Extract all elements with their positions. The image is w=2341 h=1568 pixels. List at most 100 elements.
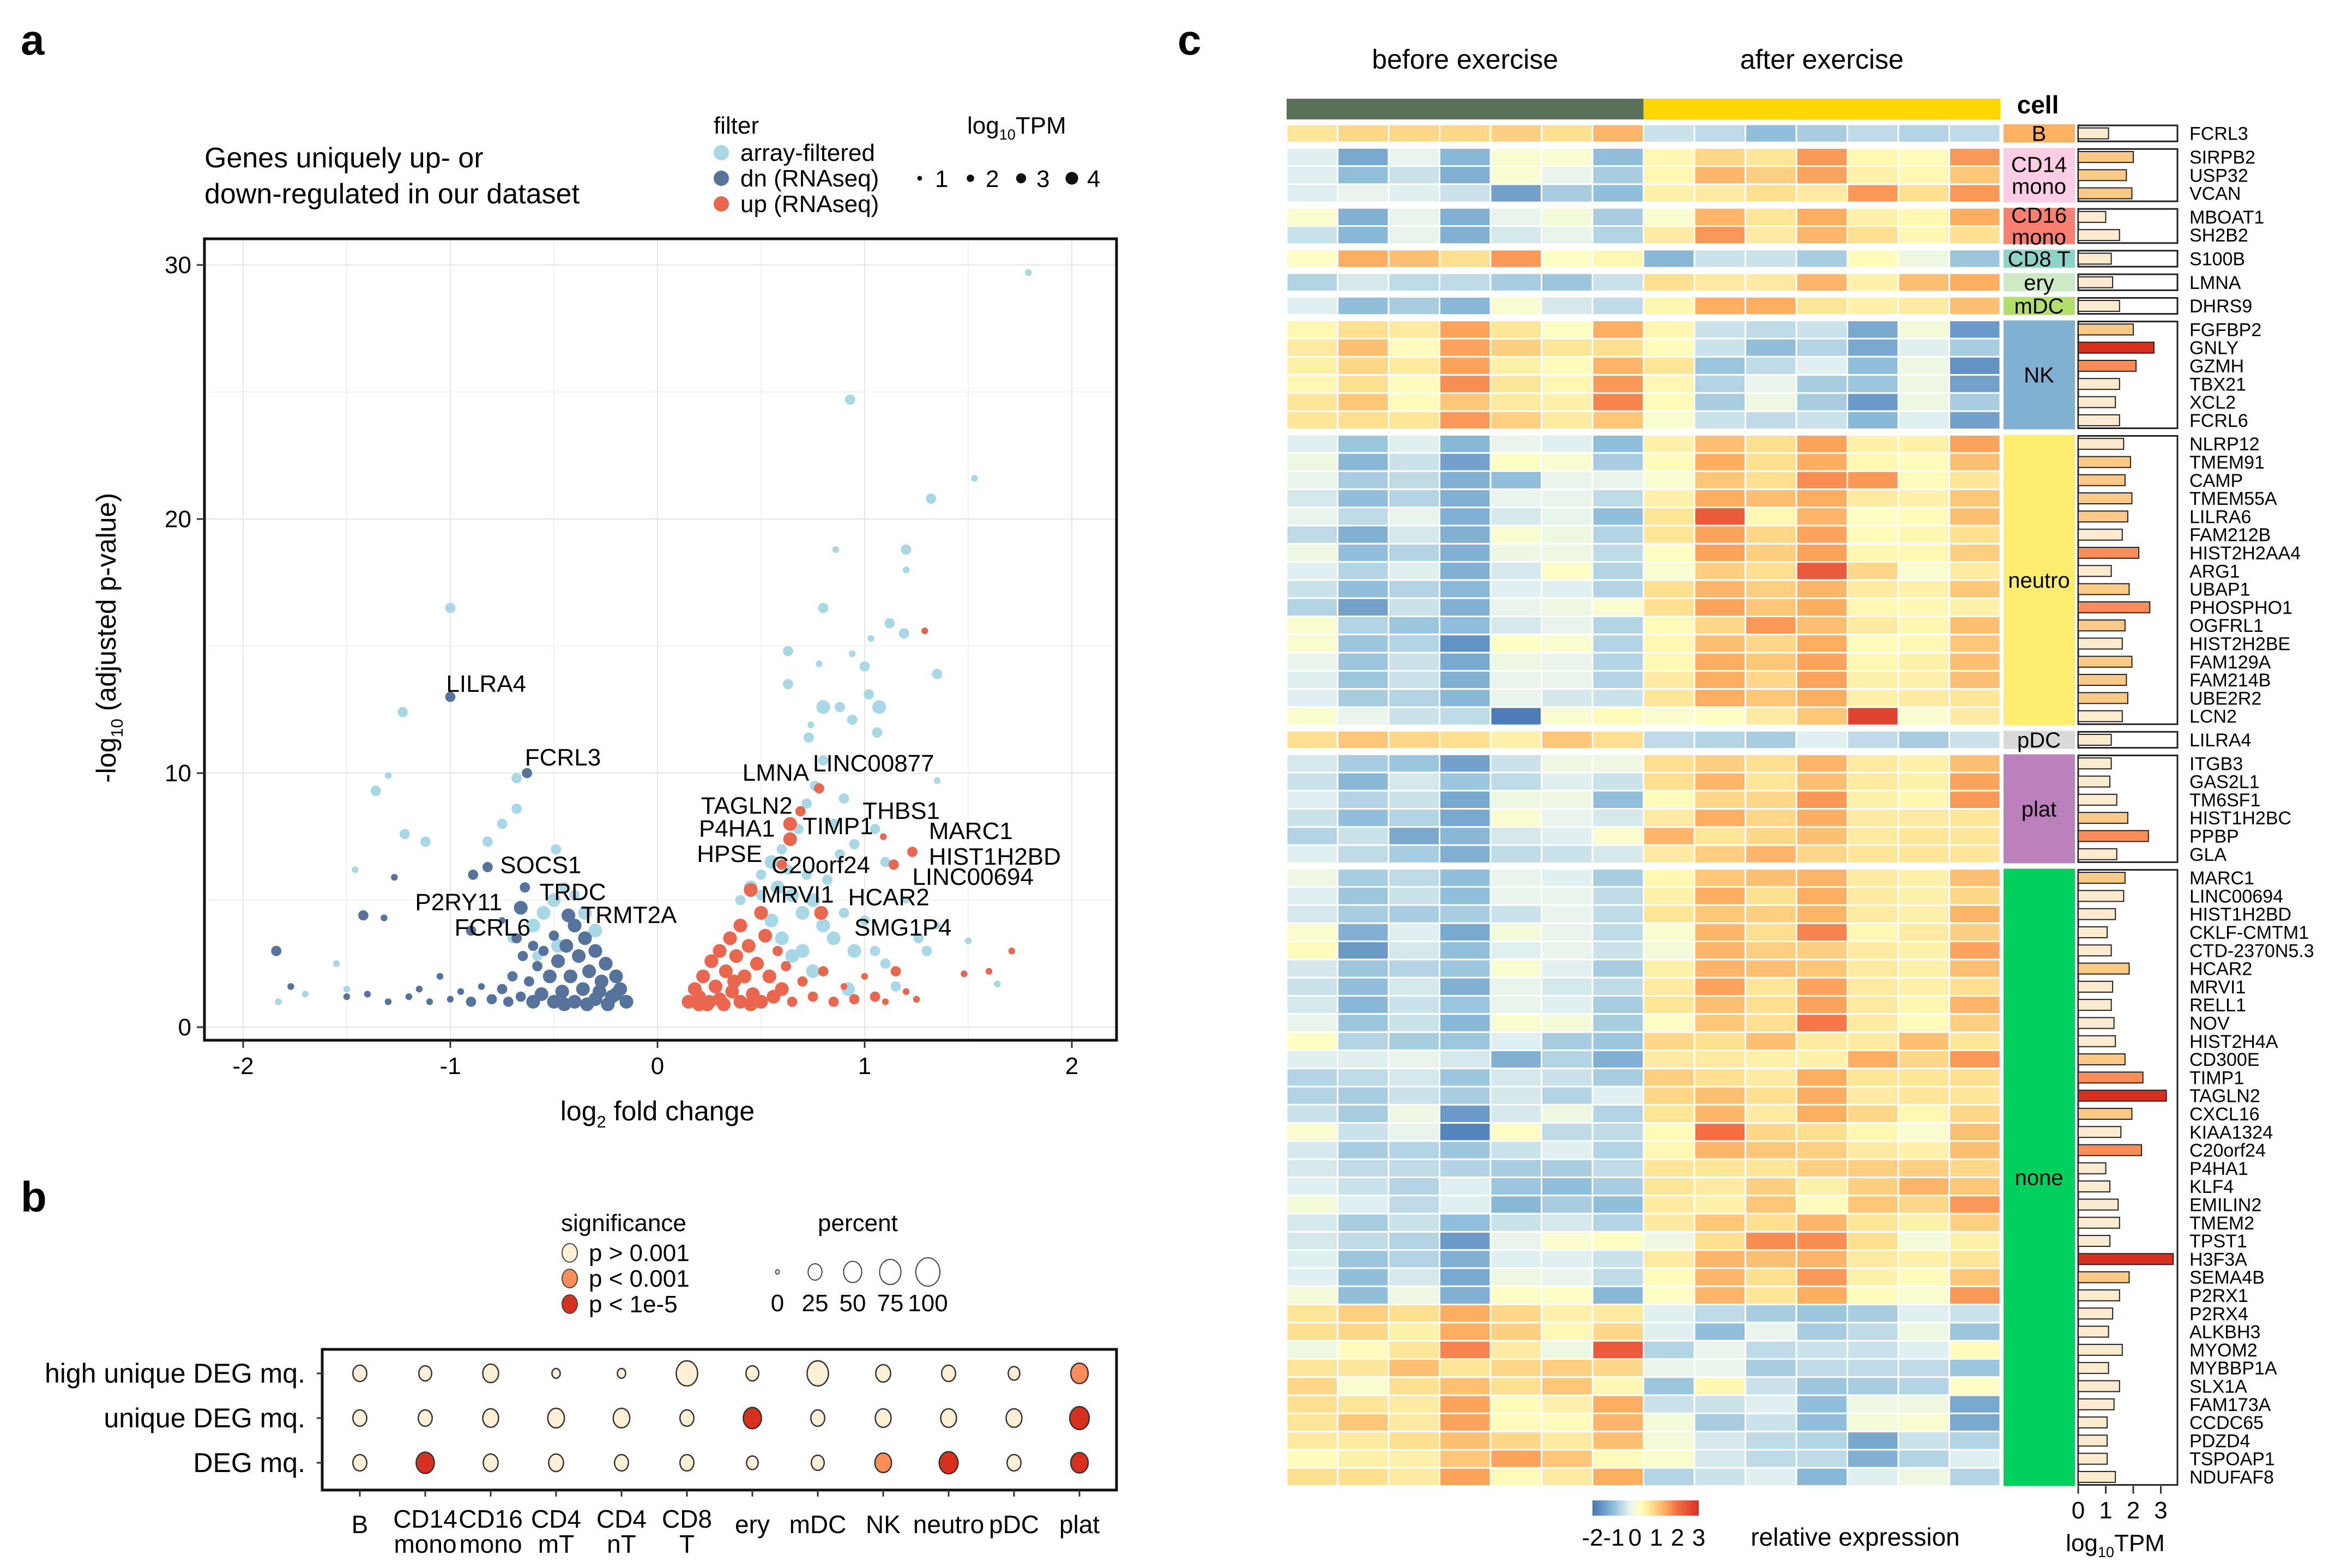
heatmap-cell <box>1286 1213 1338 1233</box>
heatmap-cell <box>1541 1449 1594 1469</box>
tpm-axis-label-sub: 10 <box>2098 1544 2114 1560</box>
heatmap-cell <box>1337 183 1390 203</box>
point-array-filtered <box>343 985 351 993</box>
heatmap-cell <box>1286 634 1338 654</box>
heatmap-cell <box>1643 1449 1696 1469</box>
dot <box>352 1364 367 1383</box>
heatmap-cell <box>1439 1085 1492 1106</box>
heatmap-cell <box>1591 1412 1644 1433</box>
heatmap-cell <box>1693 958 1746 979</box>
heatmap-cell <box>1541 272 1594 292</box>
heatmap-cell <box>1286 1467 1338 1487</box>
heatmap-cell <box>1541 1177 1594 1197</box>
heatmap-cell <box>1541 147 1594 167</box>
heatmap-cell <box>1948 826 2001 846</box>
gene-label: GNLY <box>2189 338 2239 359</box>
colorbar <box>1592 1500 1699 1516</box>
legend-swatch <box>714 196 729 212</box>
point-array-filtered <box>301 991 309 998</box>
point-up-rnaseq- <box>807 991 818 1002</box>
heatmap-cell <box>1847 1195 1899 1215</box>
heatmap-cell <box>1643 579 1696 599</box>
heatmap-cell <box>1591 753 1644 774</box>
tpm-bar <box>2078 252 2112 265</box>
legend-percent-circle <box>879 1258 902 1286</box>
dot <box>806 1360 829 1387</box>
point-up-rnaseq- <box>814 906 828 920</box>
heatmap-cell <box>1745 1158 1797 1178</box>
heatmap-cell <box>1387 688 1440 708</box>
heatmap-cell <box>1745 753 1797 774</box>
point-array-filtered <box>971 475 978 482</box>
point-array-filtered <box>569 890 580 901</box>
heatmap-cell <box>1337 808 1390 828</box>
heatmap-cell <box>1847 1467 1899 1487</box>
heatmap-cell <box>1643 542 1696 563</box>
heatmap-cell <box>1591 374 1644 394</box>
heatmap-cell <box>1591 1467 1644 1487</box>
point-up-rnaseq- <box>750 956 764 971</box>
tpm-bar <box>2078 1416 2108 1429</box>
point-dn-rnaseq- <box>559 939 574 953</box>
heatmap-cell <box>1745 1013 1797 1033</box>
heatmap-cell <box>1439 524 1492 545</box>
heatmap-cell <box>1847 319 1899 340</box>
heatmap-cell <box>1745 1449 1797 1469</box>
point-array-filtered <box>756 870 767 880</box>
heatmap-cell <box>1643 597 1696 617</box>
gene-label: MYBBP1A <box>2189 1358 2277 1379</box>
tpm-axis-tick-label: 3 <box>2154 1497 2167 1524</box>
heatmap-cell <box>1897 506 1950 527</box>
legend-label: p > 0.001 <box>589 1240 690 1267</box>
heatmap-cell <box>1745 597 1797 617</box>
heatmap-cell <box>1541 1340 1594 1360</box>
heatmap-cell <box>1897 922 1950 943</box>
dot <box>1006 1454 1022 1472</box>
heatmap-cell <box>1948 808 2001 828</box>
heatmap-cell <box>1847 488 1899 509</box>
point-up-rnaseq- <box>961 970 968 978</box>
tpm-bar <box>2078 1452 2108 1465</box>
heatmap-cell <box>1439 771 1492 792</box>
heatmap-cell <box>1591 826 1644 846</box>
tpm-bar <box>2078 276 2114 288</box>
point-array-filtered <box>807 721 814 728</box>
heatmap-cell <box>1948 706 2001 726</box>
legend-percent-circle <box>915 1257 941 1287</box>
heatmap-cell <box>1489 1140 1542 1160</box>
heatmap-cell <box>1643 844 1696 864</box>
heatmap-cell <box>1643 771 1696 792</box>
point-array-filtered <box>785 949 799 963</box>
point-dn-rnaseq- <box>520 882 530 893</box>
heatmap-cell <box>1439 1249 1492 1269</box>
point-up-rnaseq- <box>849 994 860 1005</box>
colorbar-tick-label: 3 <box>1692 1524 1705 1551</box>
heatmap-cell <box>1591 597 1644 617</box>
heatmap-cell <box>1643 1213 1696 1233</box>
cell-type-label: mDC <box>2014 294 2064 318</box>
point-dn-rnaseq- <box>391 873 398 881</box>
heatmap-cell <box>1847 826 1899 846</box>
heatmap-cell <box>1439 886 1492 906</box>
heatmap-cell <box>1948 1412 2001 1433</box>
heatmap-cell <box>1541 1140 1594 1160</box>
heatmap-cell <box>1643 1376 1696 1396</box>
tpm-bar <box>2078 229 2120 242</box>
heatmap-cell <box>1693 1449 1746 1469</box>
point-array-filtered <box>333 960 340 967</box>
heatmap-cell <box>1489 1467 1542 1487</box>
heatmap-cell <box>1286 597 1338 617</box>
legend-percent-circle <box>807 1263 823 1281</box>
heatmap-cell <box>1948 488 2001 509</box>
heatmap-cell <box>1795 867 1848 888</box>
heatmap-cell <box>1643 1431 1696 1451</box>
heatmap-cell <box>1795 1304 1848 1324</box>
heatmap-cell <box>1337 1267 1390 1287</box>
heatmap-cell <box>1795 904 1848 924</box>
cell-type-annotation <box>2004 249 2075 268</box>
point-array-filtered <box>902 896 910 904</box>
heatmap-cell <box>1897 1431 1950 1451</box>
heatmap-cell <box>1745 1376 1797 1396</box>
x-tick-label: 2 <box>1065 1053 1078 1079</box>
heatmap-cell <box>1489 844 1542 864</box>
